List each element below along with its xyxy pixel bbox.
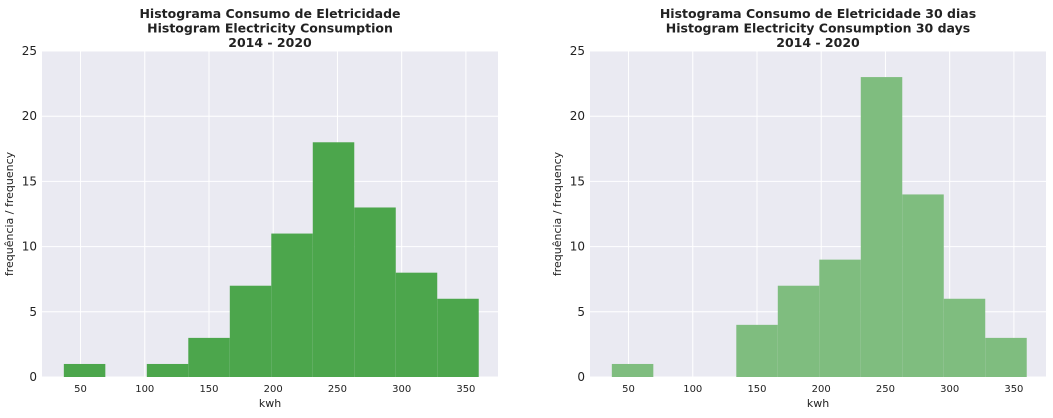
- left-chart-title-line: Histograma Consumo de Eletricidade: [139, 6, 400, 21]
- right-histogram-bar: [985, 337, 1027, 377]
- left-y-tick-label: 10: [22, 240, 37, 254]
- right-x-tick-label: 150: [747, 384, 766, 395]
- left-histogram-bar: [271, 233, 313, 377]
- left-histogram-bar: [63, 363, 106, 377]
- right-x-tick-label: 50: [622, 384, 635, 395]
- right-y-tick-label: 10: [570, 240, 585, 254]
- left-histogram-bar: [188, 337, 230, 377]
- right-chart-title-line: Histogram Electricity Consumption 30 day…: [666, 21, 970, 36]
- left-chart-title-line: 2014 - 2020: [228, 35, 312, 50]
- right-chart: 50 100 150 200 250 300 350 0 5 10 15 20 25 kwh frequên…: [551, 6, 1046, 410]
- right-x-tick-label: 100: [683, 384, 702, 395]
- left-x-axis-label: kwh: [259, 397, 281, 410]
- right-x-tick-label: 200: [812, 384, 831, 395]
- right-histogram-bar: [860, 77, 903, 377]
- right-y-tick-label: 15: [570, 174, 585, 188]
- left-histogram-bar: [395, 272, 438, 377]
- left-x-tick-label: 50: [74, 384, 87, 395]
- left-chart: 50 100 150 200 250 300 350 0 5 10 15 20 25 kwh frequên…: [3, 6, 498, 410]
- left-y-axis-label: frequência / frequency: [3, 151, 16, 276]
- left-y-tick-label: 25: [22, 44, 37, 58]
- right-histogram-bar: [902, 194, 944, 377]
- right-histogram-bar: [611, 363, 654, 377]
- right-histogram-bar: [943, 298, 986, 377]
- left-y-tick-label: 5: [29, 305, 37, 319]
- left-x-tick-label: 300: [392, 384, 411, 395]
- left-histogram-bar: [229, 285, 272, 377]
- left-x-tick-label: 100: [135, 384, 154, 395]
- left-x-tick-label: 150: [199, 384, 218, 395]
- left-chart-title-line: Histogram Electricity Consumption: [147, 21, 393, 36]
- right-histogram-bar: [736, 324, 778, 377]
- right-y-tick-label: 25: [570, 44, 585, 58]
- left-x-tick-label: 350: [456, 384, 475, 395]
- right-x-tick-label: 250: [876, 384, 895, 395]
- left-y-tick-label: 15: [22, 174, 37, 188]
- left-histogram-bar: [354, 207, 396, 377]
- right-histogram-bar: [777, 285, 820, 377]
- right-y-tick-label: 0: [577, 370, 585, 384]
- left-y-tick-label: 20: [22, 109, 37, 123]
- left-histogram-bar: [312, 142, 355, 377]
- right-histogram-bar: [819, 259, 861, 377]
- right-y-axis-label: frequência / frequency: [551, 151, 564, 276]
- left-x-tick-label: 200: [264, 384, 283, 395]
- left-histogram-bar: [437, 298, 479, 377]
- left-histogram-bar: [146, 363, 189, 377]
- right-x-tick-label: 300: [940, 384, 959, 395]
- right-chart-title-line: 2014 - 2020: [776, 35, 860, 50]
- right-y-tick-label: 20: [570, 109, 585, 123]
- right-chart-title-line: Histograma Consumo de Eletricidade 30 di…: [660, 6, 976, 21]
- right-x-axis-label: kwh: [807, 397, 829, 410]
- left-y-tick-label: 0: [29, 370, 37, 384]
- right-y-tick-label: 5: [577, 305, 585, 319]
- right-x-tick-label: 350: [1004, 384, 1023, 395]
- left-x-tick-label: 250: [328, 384, 347, 395]
